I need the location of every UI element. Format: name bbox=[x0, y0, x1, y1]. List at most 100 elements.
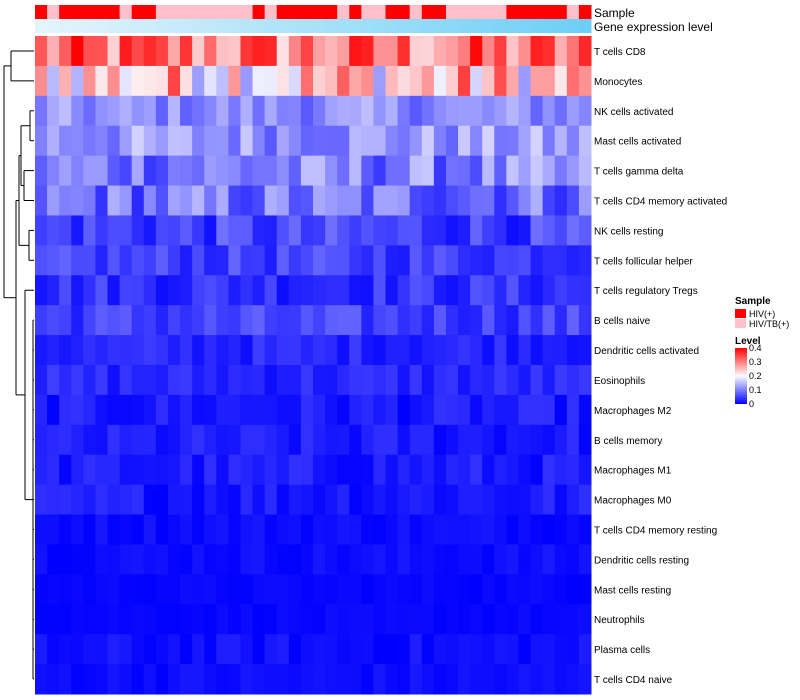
heatmap-cell bbox=[240, 365, 254, 396]
row-label: Macrophages M2 bbox=[594, 406, 672, 417]
heatmap-cell bbox=[192, 365, 205, 396]
heatmap-cell bbox=[433, 36, 447, 67]
heatmap-cell bbox=[143, 394, 157, 426]
heatmap-cell bbox=[409, 155, 423, 187]
heatmap-cell bbox=[180, 365, 193, 396]
expression-annotation-cell bbox=[192, 19, 205, 33]
heatmap-cell bbox=[300, 275, 314, 306]
heatmap-cell bbox=[252, 664, 266, 695]
heatmap-cell bbox=[107, 664, 121, 695]
heatmap-cell bbox=[167, 394, 181, 426]
expression-annotation-cell bbox=[518, 19, 532, 33]
heatmap-cell bbox=[216, 514, 229, 545]
expression-annotation-cell bbox=[530, 19, 544, 33]
heatmap-cell bbox=[35, 514, 48, 545]
heatmap-cell bbox=[506, 155, 519, 187]
heatmap-cell bbox=[409, 65, 423, 97]
heatmap-cell bbox=[143, 65, 157, 97]
heatmap-cell bbox=[83, 394, 96, 426]
row-label: T cells CD4 memory activated bbox=[594, 197, 727, 208]
heatmap-cell bbox=[59, 454, 72, 486]
heatmap-cell bbox=[349, 185, 362, 216]
sample-annotation-cell bbox=[71, 5, 84, 19]
heatmap-cell bbox=[276, 365, 290, 396]
expression-annotation-cell bbox=[288, 19, 302, 33]
heatmap-cell bbox=[409, 365, 423, 396]
heatmap-cell bbox=[566, 574, 580, 605]
heatmap-cell bbox=[180, 155, 193, 187]
heatmap-cell bbox=[506, 604, 519, 635]
expression-annotation-cell bbox=[470, 19, 483, 33]
legend-label-hivtb: HIV/TB(+) bbox=[749, 319, 789, 329]
heatmap-cell bbox=[349, 125, 362, 157]
heatmap-cell bbox=[192, 125, 205, 157]
heatmap-cell bbox=[240, 484, 254, 516]
heatmap-cell bbox=[542, 394, 556, 426]
heatmap-cell bbox=[204, 275, 217, 306]
sample-annotation-cell bbox=[47, 5, 60, 19]
heatmap-cell bbox=[59, 604, 72, 635]
expression-annotation-bar bbox=[35, 19, 592, 33]
heatmap-cell bbox=[421, 484, 435, 516]
heatmap-cell bbox=[95, 185, 109, 216]
heatmap-cell bbox=[349, 634, 362, 665]
heatmap-cell bbox=[433, 454, 447, 486]
heatmap-cell bbox=[131, 514, 145, 545]
heatmap-cell bbox=[542, 574, 556, 605]
heatmap-cell bbox=[143, 664, 157, 695]
heatmap-cell bbox=[155, 305, 169, 336]
expression-annotation-cell bbox=[373, 19, 387, 33]
heatmap-cell bbox=[458, 65, 471, 97]
heatmap-cell bbox=[264, 185, 278, 216]
row-dendrogram bbox=[3, 50, 34, 680]
heatmap-cell bbox=[409, 664, 423, 695]
heatmap-cell bbox=[59, 65, 72, 97]
heatmap-cell bbox=[566, 664, 580, 695]
heatmap-cell bbox=[494, 454, 507, 486]
heatmap-cell bbox=[216, 305, 229, 336]
heatmap-cell bbox=[385, 454, 399, 486]
heatmap-cell bbox=[397, 335, 411, 366]
heatmap-cell bbox=[482, 305, 495, 336]
heatmap-cell bbox=[578, 245, 592, 276]
row-label: NK cells resting bbox=[594, 226, 663, 237]
heatmap-cell bbox=[252, 484, 266, 516]
heatmap-cell bbox=[288, 454, 302, 486]
heatmap-cell bbox=[204, 65, 217, 97]
heatmap-cell bbox=[276, 335, 290, 366]
heatmap-cell bbox=[445, 574, 459, 605]
heatmap-cell bbox=[192, 335, 205, 366]
heatmap-cell bbox=[155, 574, 169, 605]
heatmap-cell bbox=[397, 65, 411, 97]
heatmap-cell bbox=[252, 514, 266, 545]
heatmap-cell bbox=[228, 245, 241, 276]
heatmap-cell bbox=[325, 424, 338, 456]
row-labels: T cells CD8 Monocytes NK cells activated Ma… bbox=[594, 47, 727, 686]
heatmap-cell bbox=[107, 544, 121, 575]
heatmap-cell bbox=[566, 125, 580, 157]
heatmap-cell bbox=[566, 484, 580, 516]
heatmap-cell bbox=[458, 305, 471, 336]
heatmap-cell bbox=[421, 454, 435, 486]
heatmap-cell bbox=[276, 36, 290, 67]
heatmap-cell bbox=[530, 574, 544, 605]
heatmap-cell bbox=[228, 36, 241, 67]
heatmap-cell bbox=[119, 36, 133, 67]
heatmap-cell bbox=[458, 604, 471, 635]
heatmap-cell bbox=[506, 664, 519, 695]
heatmap-cell bbox=[409, 544, 423, 575]
heatmap-cell bbox=[554, 185, 568, 216]
sample-annotation-cell bbox=[35, 5, 48, 19]
heatmap-cell bbox=[421, 125, 435, 157]
heatmap-cell bbox=[385, 514, 399, 545]
heatmap-cell bbox=[445, 215, 459, 246]
heatmap-cell bbox=[325, 155, 338, 187]
heatmap-cell bbox=[47, 664, 60, 695]
heatmap-cell bbox=[131, 454, 145, 486]
heatmap-cell bbox=[482, 185, 495, 216]
heatmap-cell bbox=[470, 215, 483, 246]
row-label: T cells CD8 bbox=[594, 47, 646, 58]
heatmap-cell bbox=[494, 544, 507, 575]
heatmap-cell bbox=[107, 215, 121, 246]
row-label: Plasma cells bbox=[594, 645, 650, 656]
